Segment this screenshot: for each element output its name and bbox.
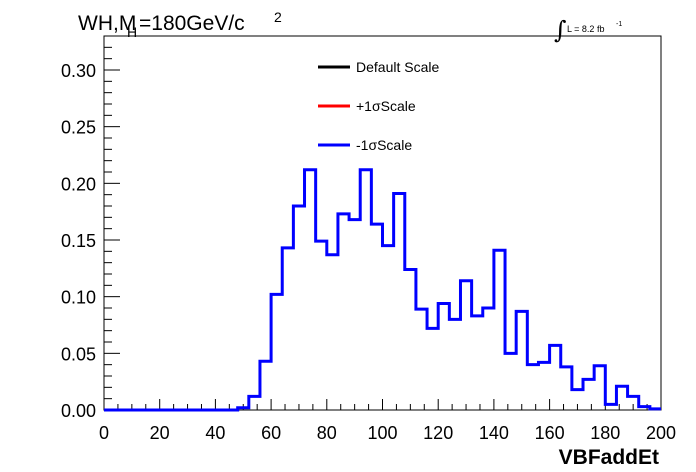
histogram-bin xyxy=(483,307,494,310)
luminosity-label: ∫ L = 8.2 fb -1 xyxy=(554,16,622,44)
x-axis-label: VBFaddEt xyxy=(559,446,659,469)
x-tick-label: 20 xyxy=(150,423,170,443)
histogram-bin xyxy=(282,246,293,249)
legend-label-plus: +1σScale xyxy=(356,98,416,114)
histogram-bin xyxy=(616,385,627,388)
histogram-bin xyxy=(327,253,338,256)
histogram-bin xyxy=(639,405,650,408)
x-tick-labels: 0 20 40 60 80 100 120 140 160 180 200 xyxy=(99,423,676,443)
histogram-bin xyxy=(460,279,471,282)
histogram-bin xyxy=(394,192,405,195)
histogram-bin xyxy=(104,409,115,412)
histogram-bin xyxy=(449,318,460,321)
histogram-bin xyxy=(126,409,137,412)
histogram-bin xyxy=(505,352,516,355)
histogram-bin xyxy=(427,327,438,330)
integral-symbol: ∫ xyxy=(554,16,567,44)
title-prefix: WH,M xyxy=(78,12,136,35)
histogram-bin xyxy=(238,406,249,409)
title-superscript: 2 xyxy=(274,9,282,25)
x-tick-label: 80 xyxy=(317,423,337,443)
histogram-bin xyxy=(204,409,215,412)
y-tick-label: 0.15 xyxy=(61,231,96,251)
histogram-bin xyxy=(527,363,538,366)
luminosity-text: L = 8.2 fb xyxy=(567,24,604,34)
title-value: =180GeV/c xyxy=(139,12,245,35)
histogram-bin xyxy=(260,360,271,363)
histogram-bin xyxy=(305,168,316,171)
histogram-bin xyxy=(349,218,360,221)
x-tick-label: 0 xyxy=(99,423,109,443)
histogram-bin xyxy=(472,314,483,317)
y-tick-label: 0.25 xyxy=(61,118,96,138)
x-tick-label: 160 xyxy=(535,423,565,443)
series-layer xyxy=(104,168,661,412)
histogram-bin xyxy=(405,268,416,271)
histogram-bin xyxy=(650,407,661,410)
chart-title: WH,M H =180GeV/c 2 xyxy=(78,9,282,40)
x-tick-label: 60 xyxy=(261,423,281,443)
axis-ticks xyxy=(103,35,662,411)
histogram-bin xyxy=(538,361,549,364)
histogram-bin xyxy=(438,302,449,305)
y-tick-label: 0.20 xyxy=(61,174,96,194)
histogram-bin xyxy=(149,409,160,412)
histogram-bin xyxy=(249,395,260,398)
histogram-bin xyxy=(360,168,371,171)
x-tick-label: 180 xyxy=(590,423,620,443)
x-tick-label: 140 xyxy=(479,423,509,443)
histogram-bin xyxy=(550,344,561,347)
histogram-bin xyxy=(316,240,327,243)
legend-label-default: Default Scale xyxy=(356,59,439,75)
histogram-bin xyxy=(416,308,427,311)
histogram-bin xyxy=(338,212,349,215)
y-tick-labels: 0.00 0.05 0.10 0.15 0.20 0.25 0.30 xyxy=(61,61,96,421)
histogram-bin xyxy=(227,409,238,412)
histogram-bin xyxy=(605,403,616,406)
histogram-bin xyxy=(137,409,148,412)
y-tick-label: 0.00 xyxy=(61,401,96,421)
histogram-bin xyxy=(215,409,226,412)
histogram-bin xyxy=(171,409,182,412)
histogram-bin xyxy=(561,365,572,368)
histogram-bin xyxy=(628,395,639,398)
title-subscript: H xyxy=(127,24,137,40)
histogram-bin xyxy=(594,364,605,367)
histogram-bin xyxy=(193,409,204,412)
x-tick-label: 200 xyxy=(646,423,676,443)
x-tick-label: 40 xyxy=(205,423,225,443)
histogram-bin xyxy=(383,244,394,247)
legend: Default Scale +1σScale -1σScale xyxy=(318,59,439,153)
histogram-bin xyxy=(293,205,304,208)
histogram-bin xyxy=(115,409,126,412)
histogram-bin xyxy=(371,223,382,226)
histogram-bin xyxy=(516,310,527,313)
histogram-bin xyxy=(160,409,171,412)
luminosity-superscript: -1 xyxy=(616,21,622,28)
histogram-bin xyxy=(494,249,505,252)
x-tick-label: 120 xyxy=(423,423,453,443)
histogram-bin xyxy=(583,378,594,381)
y-tick-label: 0.10 xyxy=(61,288,96,308)
series-line xyxy=(104,168,661,412)
y-tick-label: 0.05 xyxy=(61,344,96,364)
histogram-bin xyxy=(271,293,282,296)
y-tick-label: 0.30 xyxy=(61,61,96,81)
legend-label-minus: -1σScale xyxy=(356,137,412,153)
histogram-bin xyxy=(182,409,193,412)
x-tick-label: 100 xyxy=(367,423,397,443)
histogram-bin xyxy=(572,388,583,391)
